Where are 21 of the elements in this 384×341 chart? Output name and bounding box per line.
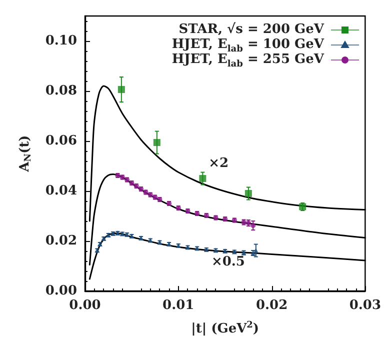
x-tick-label: 0.03	[349, 298, 382, 313]
y-tick-label: 0.10	[45, 34, 77, 48]
point	[253, 248, 258, 253]
x-tick-label: 0.02	[256, 298, 288, 313]
legend-label: HJET, E$_{lab}$ = 255 GeV	[172, 52, 324, 70]
y-tick-label: 0.08	[45, 84, 77, 98]
y-axis-title: AN(t)	[18, 135, 34, 173]
annotation: ×0.5	[211, 254, 245, 270]
point	[199, 175, 206, 182]
point	[244, 190, 252, 197]
y-tick-label: 0.04	[45, 184, 77, 198]
y-tick-label: 0.06	[45, 134, 77, 148]
point	[118, 86, 125, 93]
point	[153, 139, 160, 146]
y-tick-label: 0.00	[45, 284, 77, 298]
legend-label: STAR, √s = 200 GeV	[178, 22, 324, 37]
y-tick-label: 0.02	[45, 234, 77, 248]
point	[250, 223, 256, 228]
annotation: ×2	[208, 156, 229, 171]
x-tick-label: 0.01	[162, 298, 194, 313]
x-tick-label: 0.00	[69, 298, 101, 313]
